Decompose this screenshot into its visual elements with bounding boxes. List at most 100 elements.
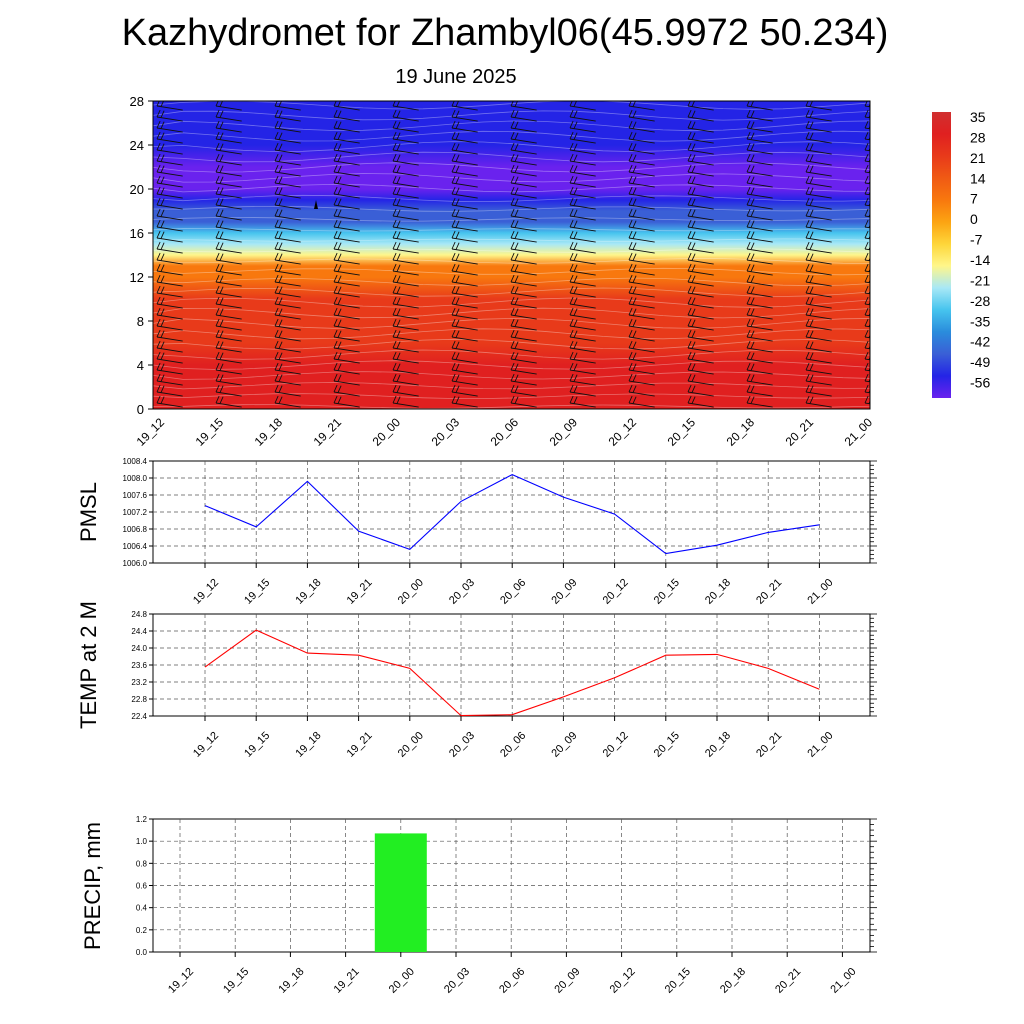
pmsl-ytick-label: 1008.0 bbox=[123, 474, 148, 483]
wind-barb bbox=[156, 296, 183, 309]
wind-barb bbox=[569, 307, 596, 320]
wind-barb bbox=[746, 384, 773, 397]
wind-barb bbox=[510, 219, 537, 232]
pmsl-ytick-label: 1006.4 bbox=[123, 542, 148, 551]
wind-barb bbox=[156, 263, 183, 276]
wind-barb bbox=[510, 101, 537, 111]
wind-barb bbox=[215, 263, 242, 276]
contour-line bbox=[153, 183, 870, 193]
wind-barb bbox=[628, 142, 655, 155]
wind-barb bbox=[156, 241, 183, 254]
wind-barb bbox=[274, 329, 301, 342]
cross-section-xtick-label: 19_21 bbox=[311, 415, 345, 449]
cross-section-xtick-label: 21_00 bbox=[842, 415, 876, 449]
cross-section-xtick-label: 20_21 bbox=[783, 415, 817, 449]
wind-barb bbox=[805, 351, 832, 364]
wind-barb bbox=[156, 197, 183, 210]
wind-barb bbox=[510, 362, 537, 375]
wind-barb bbox=[687, 329, 714, 342]
wind-barb bbox=[569, 219, 596, 232]
cross-section-xtick-label: 20_15 bbox=[665, 415, 699, 449]
wind-barb bbox=[156, 318, 183, 331]
wind-barb bbox=[746, 101, 773, 111]
wind-barb bbox=[687, 362, 714, 375]
temp-xtick-label: 19_12 bbox=[191, 730, 221, 760]
wind-barb bbox=[510, 263, 537, 276]
wind-barb bbox=[687, 252, 714, 265]
precip-xtick-label: 20_00 bbox=[387, 966, 417, 996]
cross-section-ytick-label: 20 bbox=[130, 182, 144, 197]
wind-barb bbox=[156, 175, 183, 188]
contour-line bbox=[153, 307, 870, 319]
cross-section-xtick-label: 20_00 bbox=[370, 415, 404, 449]
contour-line bbox=[153, 267, 870, 276]
wind-barb bbox=[805, 384, 832, 397]
precip-ytick-label: 0.6 bbox=[136, 882, 148, 891]
wind-barb bbox=[392, 197, 419, 210]
contour-line bbox=[153, 205, 870, 212]
wind-barb bbox=[510, 285, 537, 298]
wind-barb bbox=[274, 318, 301, 331]
wind-barb bbox=[215, 285, 242, 298]
wind-barb bbox=[746, 120, 773, 133]
wind-barb bbox=[510, 329, 537, 342]
wind-barb bbox=[510, 373, 537, 386]
temp-xtick-label: 20_15 bbox=[652, 730, 682, 760]
wind-barb bbox=[805, 340, 832, 353]
wind-barb bbox=[333, 197, 360, 210]
wind-barb bbox=[687, 164, 714, 177]
wind-barb bbox=[215, 241, 242, 254]
wind-barb bbox=[628, 351, 655, 364]
wind-barb bbox=[746, 186, 773, 199]
contour-line bbox=[153, 216, 870, 222]
temp-ytick-label: 22.4 bbox=[131, 712, 147, 721]
wind-barb bbox=[569, 252, 596, 265]
wind-barb bbox=[156, 307, 183, 320]
wind-barb bbox=[569, 164, 596, 177]
wind-barb bbox=[156, 395, 183, 408]
contour-line bbox=[153, 404, 870, 409]
wind-barb bbox=[687, 263, 714, 276]
wind-barb bbox=[274, 241, 301, 254]
wind-barb bbox=[274, 340, 301, 353]
contour-line bbox=[153, 141, 870, 153]
wind-barb bbox=[510, 296, 537, 309]
wind-barb bbox=[805, 362, 832, 375]
wind-barb bbox=[628, 329, 655, 342]
pmsl-ytick-label: 1008.4 bbox=[123, 457, 148, 466]
wind-barb bbox=[274, 101, 301, 111]
colorbar-label: 0 bbox=[970, 211, 978, 227]
wind-barb bbox=[215, 318, 242, 331]
wind-barb bbox=[746, 274, 773, 287]
cross-section-ytick-label: 16 bbox=[130, 226, 144, 241]
wind-barb bbox=[333, 340, 360, 353]
wind-barb bbox=[628, 153, 655, 166]
wind-barb bbox=[805, 219, 832, 232]
wind-barb bbox=[333, 307, 360, 320]
wind-barb bbox=[746, 362, 773, 375]
wind-barb bbox=[569, 362, 596, 375]
temp-xtick-label: 21_00 bbox=[805, 730, 835, 760]
wind-barb bbox=[805, 318, 832, 331]
wind-barb bbox=[510, 252, 537, 265]
pmsl-line bbox=[204, 473, 820, 555]
wind-barb bbox=[392, 131, 419, 144]
wind-barb bbox=[333, 274, 360, 287]
temp-ytick-label: 23.2 bbox=[131, 678, 147, 687]
pmsl-xtick-label: 20_09 bbox=[549, 577, 579, 607]
wind-barb bbox=[215, 153, 242, 166]
wind-barb bbox=[392, 263, 419, 276]
temp-panel: 22.4 22.8 23.2 23.6 24.0 24.4 24.8 19_12 19_15 19… bbox=[76, 601, 877, 760]
wind-barb bbox=[333, 230, 360, 243]
colorbar: 35 28 21 14 7 0 -7 -14 -21 -28 -35 -42 -49 -56 bbox=[932, 109, 990, 398]
wind-barb bbox=[392, 109, 419, 122]
wind-barb bbox=[805, 252, 832, 265]
wind-barb bbox=[274, 296, 301, 309]
cross-section-xtick-label: 19_15 bbox=[193, 415, 227, 449]
wind-barb bbox=[274, 384, 301, 397]
pmsl-ytick-label: 1007.2 bbox=[123, 508, 148, 517]
contour-lines bbox=[153, 101, 870, 409]
wind-barb bbox=[746, 219, 773, 232]
wind-barb bbox=[392, 362, 419, 375]
wind-barb bbox=[805, 164, 832, 177]
